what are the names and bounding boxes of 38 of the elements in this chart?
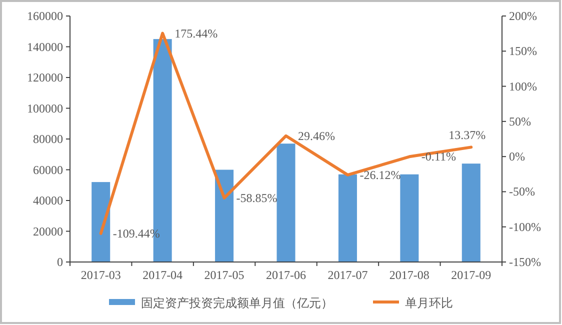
y-tick-label: 160000 — [27, 9, 63, 23]
y-tick-label: 60000 — [33, 162, 63, 177]
data-label: 175.44% — [174, 26, 218, 40]
data-label: -58.85% — [236, 190, 278, 205]
bar — [462, 164, 480, 262]
x-tick-label: 2017-06 — [266, 268, 306, 282]
y-tick-label: 140000 — [27, 40, 63, 54]
y2-tick-label: 0% — [509, 150, 525, 164]
bar — [338, 174, 357, 262]
legend-label: 固定资产投资完成额单月值（亿元） — [141, 296, 333, 310]
x-tick-label: 2017-04 — [142, 268, 183, 282]
y-tick-label: 100000 — [27, 101, 63, 116]
x-tick-label: 2017-05 — [204, 268, 244, 282]
bar — [92, 182, 110, 262]
data-label: 13.37% — [448, 128, 486, 142]
x-tick-label: 2017-08 — [389, 268, 430, 282]
y2-tick-label: -150% — [509, 255, 541, 269]
y2-tick-label: 200% — [509, 9, 537, 23]
bar — [215, 170, 234, 262]
y2-tick-label: -100% — [509, 220, 541, 234]
data-label: -0.11% — [421, 150, 456, 164]
y-tick-label: 120000 — [27, 70, 63, 84]
y2-tick-label: 150% — [509, 44, 537, 58]
x-tick-label: 2017-03 — [80, 268, 121, 282]
y2-tick-label: 50% — [509, 114, 531, 128]
y-tick-label: 20000 — [33, 224, 63, 238]
y2-tick-label: -50% — [509, 184, 535, 199]
x-tick-label: 2017-07 — [328, 268, 368, 282]
y-tick-label: 40000 — [33, 194, 63, 208]
data-label: 29.46% — [298, 128, 335, 143]
data-label: -26.12% — [360, 168, 401, 182]
y2-tick-label: 100% — [509, 79, 537, 94]
x-tick-label: 2017-09 — [451, 268, 492, 282]
y-tick-label: 80000 — [33, 132, 63, 146]
bar — [400, 174, 419, 262]
y-tick-label: 0 — [57, 255, 63, 269]
legend-label: 单月环比 — [405, 296, 453, 310]
bar — [276, 144, 296, 262]
